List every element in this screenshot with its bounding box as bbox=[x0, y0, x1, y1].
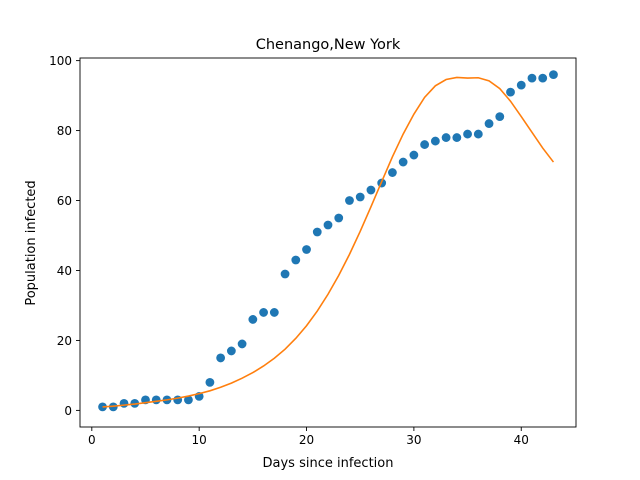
data-point bbox=[366, 185, 376, 195]
y-tick-label: 0 bbox=[64, 404, 72, 418]
axes: 0 10 20 30 40 0 20 40 60 80 100 bbox=[49, 54, 577, 447]
y-axis-label: Population infected bbox=[24, 180, 39, 305]
x-tick-label: 40 bbox=[514, 433, 529, 447]
y-tick-label: 40 bbox=[57, 264, 72, 278]
data-point bbox=[516, 80, 526, 90]
fitted-curve-line bbox=[102, 76, 555, 408]
chart-title: Chenango,New York bbox=[256, 37, 401, 53]
data-point bbox=[549, 70, 558, 80]
y-tick-label: 60 bbox=[57, 194, 72, 208]
x-tick-label: 30 bbox=[406, 433, 421, 447]
data-point bbox=[484, 119, 494, 128]
data-point bbox=[527, 73, 537, 83]
plot-area bbox=[98, 70, 558, 412]
data-point bbox=[226, 346, 236, 356]
data-point bbox=[280, 269, 290, 279]
x-tick-label: 0 bbox=[88, 433, 96, 447]
data-point bbox=[388, 168, 397, 177]
data-point bbox=[345, 196, 354, 205]
data-point bbox=[323, 220, 333, 230]
data-point bbox=[473, 129, 483, 139]
data-point bbox=[420, 140, 430, 149]
data-point bbox=[441, 133, 451, 142]
data-point bbox=[205, 378, 215, 387]
data-point bbox=[355, 192, 365, 202]
axes-frame bbox=[79, 57, 577, 428]
y-tick-label: 80 bbox=[57, 124, 72, 138]
x-tick-label: 20 bbox=[299, 433, 314, 447]
data-point bbox=[409, 150, 419, 160]
data-point bbox=[452, 133, 462, 142]
data-point bbox=[398, 157, 408, 167]
data-point bbox=[538, 73, 548, 83]
data-point bbox=[334, 213, 344, 223]
data-point bbox=[506, 87, 515, 97]
y-tick-label: 100 bbox=[49, 54, 72, 68]
data-point bbox=[495, 112, 505, 121]
data-point bbox=[430, 136, 440, 146]
data-point bbox=[291, 255, 301, 265]
x-tick-label: 10 bbox=[192, 433, 207, 447]
x-axis-label: Days since infection bbox=[263, 456, 394, 471]
data-point bbox=[237, 339, 247, 349]
data-point bbox=[151, 395, 161, 405]
data-point bbox=[302, 245, 311, 254]
data-point bbox=[248, 315, 258, 324]
data-point bbox=[269, 308, 279, 317]
data-point bbox=[184, 395, 193, 405]
y-tick-label: 20 bbox=[57, 334, 72, 348]
data-point bbox=[119, 398, 129, 408]
data-point bbox=[463, 129, 472, 139]
data-point bbox=[312, 227, 322, 237]
data-point bbox=[216, 353, 226, 363]
data-point bbox=[259, 308, 268, 317]
